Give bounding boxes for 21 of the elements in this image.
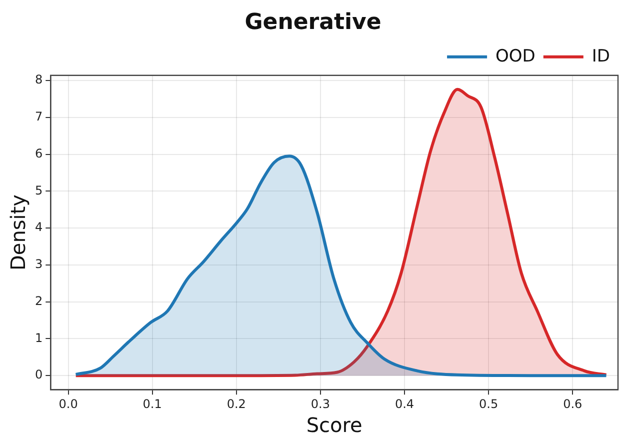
y-tick-label: 4 — [34, 220, 43, 234]
y-axis-title: Density — [6, 194, 30, 271]
x-tick-label: 0.2 — [226, 396, 246, 411]
x-tick-label: 0.4 — [394, 396, 414, 411]
x-tick-label: 0.5 — [479, 396, 498, 411]
y-tick-label: 3 — [34, 257, 43, 272]
y-tick-label: 8 — [34, 72, 43, 87]
y-tick-label: 7 — [34, 110, 43, 124]
y-tick-label: 5 — [34, 183, 43, 198]
chart-title: Generative — [244, 10, 382, 35]
legend-label: ID — [592, 46, 610, 66]
x-tick-label: 0.6 — [563, 396, 582, 411]
x-tick-label: 0.1 — [142, 396, 162, 411]
x-axis-title: Score — [306, 413, 362, 438]
legend-label: OOD — [496, 46, 536, 66]
y-tick-label: 2 — [34, 294, 43, 308]
y-tick-label: 6 — [34, 146, 43, 160]
y-tick-label: 0 — [34, 368, 43, 382]
x-tick-label: 0.0 — [58, 396, 78, 411]
y-tick-label: 1 — [34, 330, 43, 345]
x-tick-label: 0.3 — [310, 396, 330, 411]
